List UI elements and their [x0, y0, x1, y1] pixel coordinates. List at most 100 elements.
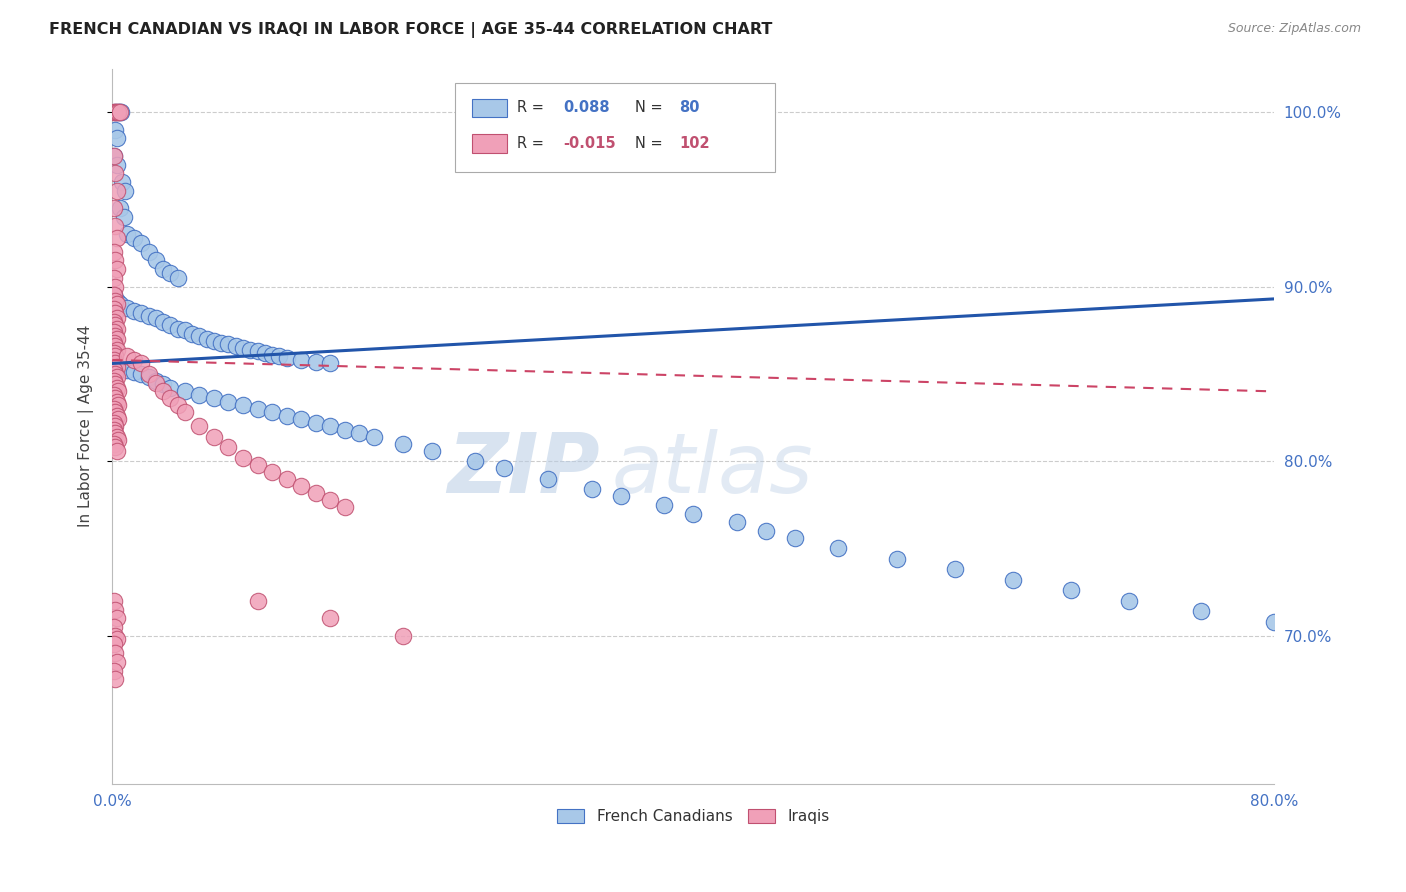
- Point: [333, 500, 356, 514]
- Point: [319, 356, 342, 370]
- Point: [105, 262, 128, 277]
- Text: R =: R =: [516, 136, 548, 151]
- Point: [105, 343, 128, 357]
- Point: [104, 122, 127, 136]
- Point: [103, 302, 125, 317]
- Point: [652, 498, 675, 512]
- Point: [115, 350, 138, 364]
- Point: [110, 105, 132, 120]
- Point: [105, 370, 128, 384]
- Point: [105, 231, 128, 245]
- Point: [581, 482, 603, 496]
- Point: [103, 105, 125, 120]
- FancyBboxPatch shape: [472, 99, 508, 117]
- Point: [104, 646, 127, 660]
- Point: [1191, 604, 1213, 618]
- Point: [103, 325, 125, 339]
- Point: [195, 332, 218, 346]
- Point: [104, 105, 127, 120]
- Point: [131, 306, 153, 320]
- Point: [253, 346, 276, 360]
- Point: [262, 465, 284, 479]
- Point: [138, 244, 160, 259]
- Point: [104, 419, 127, 434]
- Point: [103, 271, 125, 285]
- Point: [122, 304, 145, 318]
- Point: [138, 370, 160, 384]
- Point: [103, 201, 125, 215]
- Point: [333, 423, 356, 437]
- Point: [609, 489, 631, 503]
- Text: ZIP: ZIP: [447, 429, 600, 509]
- Point: [105, 184, 128, 198]
- Point: [145, 311, 167, 326]
- Point: [145, 376, 167, 390]
- Point: [105, 359, 128, 374]
- Point: [104, 293, 127, 308]
- Point: [755, 524, 778, 538]
- Point: [104, 328, 127, 343]
- Point: [152, 262, 174, 277]
- Point: [103, 594, 125, 608]
- Point: [105, 157, 128, 171]
- Point: [104, 602, 127, 616]
- Point: [131, 356, 153, 370]
- Point: [103, 637, 125, 651]
- Point: [105, 332, 128, 346]
- Point: [114, 184, 136, 198]
- Point: [104, 629, 127, 643]
- Point: [246, 344, 269, 359]
- Point: [104, 405, 127, 419]
- Point: [537, 472, 560, 486]
- Point: [105, 297, 128, 311]
- Point: [105, 430, 128, 444]
- Point: [276, 351, 298, 366]
- Point: [276, 472, 298, 486]
- Point: [104, 367, 127, 381]
- Point: [1060, 583, 1083, 598]
- Point: [319, 611, 342, 625]
- Point: [174, 323, 197, 337]
- Text: atlas: atlas: [612, 429, 814, 509]
- Point: [188, 328, 211, 343]
- Point: [104, 426, 127, 441]
- Text: FRENCH CANADIAN VS IRAQI IN LABOR FORCE | AGE 35-44 CORRELATION CHART: FRENCH CANADIAN VS IRAQI IN LABOR FORCE …: [49, 22, 772, 38]
- Point: [246, 458, 269, 472]
- Point: [105, 359, 128, 374]
- Point: [103, 315, 125, 329]
- Text: N =: N =: [636, 136, 668, 151]
- Point: [108, 361, 131, 376]
- Point: [104, 219, 127, 233]
- Point: [105, 321, 128, 335]
- Point: [262, 405, 284, 419]
- Point: [103, 363, 125, 377]
- Point: [319, 419, 342, 434]
- Point: [103, 288, 125, 302]
- Point: [188, 419, 211, 434]
- Point: [104, 105, 127, 120]
- Point: [152, 384, 174, 399]
- Point: [174, 384, 197, 399]
- Point: [152, 315, 174, 329]
- Point: [105, 611, 128, 625]
- Point: [232, 450, 254, 465]
- Point: [104, 377, 127, 392]
- Point: [103, 149, 125, 163]
- Point: [239, 343, 262, 357]
- Point: [232, 341, 254, 355]
- Point: [103, 664, 125, 678]
- Point: [319, 492, 342, 507]
- Point: [105, 293, 128, 308]
- Point: [104, 350, 127, 364]
- Point: [104, 392, 127, 406]
- Point: [304, 416, 326, 430]
- Point: [108, 297, 131, 311]
- Point: [104, 166, 127, 180]
- Point: [104, 318, 127, 332]
- Point: [115, 227, 138, 242]
- Text: R =: R =: [516, 101, 548, 115]
- Point: [104, 356, 127, 370]
- Point: [166, 321, 188, 335]
- Point: [1118, 594, 1140, 608]
- Point: [138, 310, 160, 324]
